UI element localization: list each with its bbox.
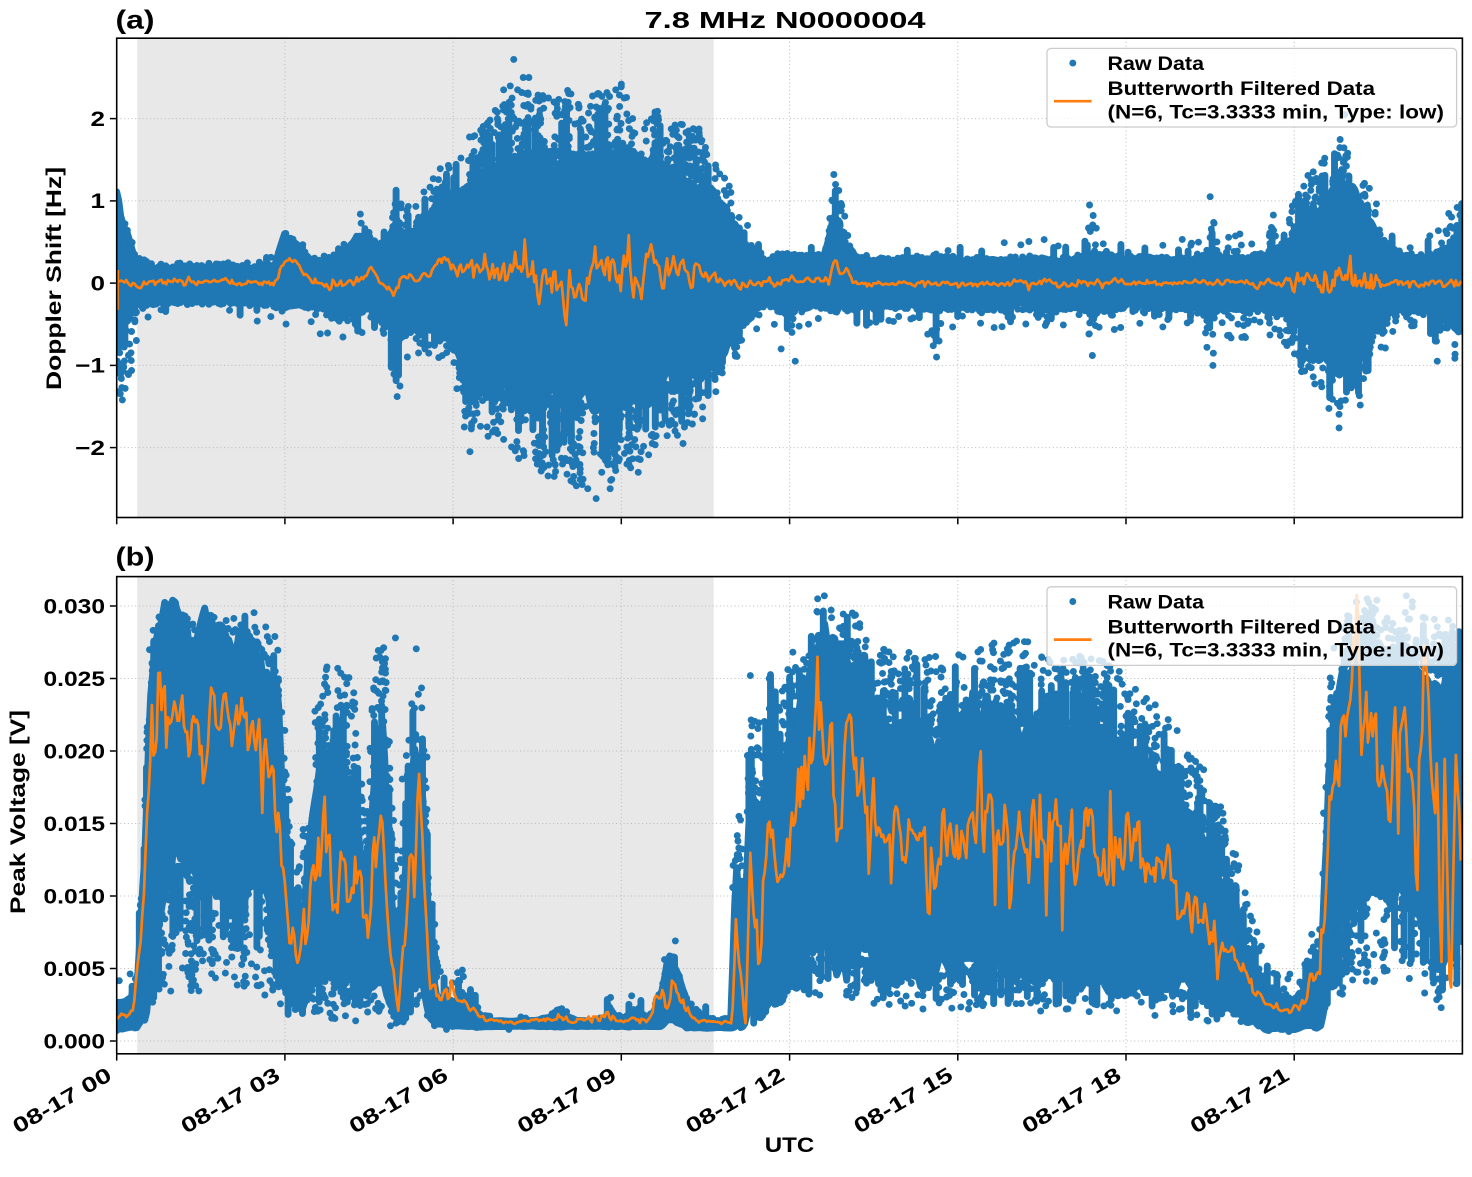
svg-text:Peak Voltage [V]: Peak Voltage [V] [6, 710, 30, 914]
svg-text:0.025: 0.025 [44, 668, 106, 691]
svg-text:0.010: 0.010 [44, 885, 106, 908]
svg-text:Raw Data: Raw Data [1108, 592, 1205, 614]
svg-text:Doppler Shift [Hz]: Doppler Shift [Hz] [42, 167, 66, 390]
svg-text:0.005: 0.005 [44, 958, 106, 981]
svg-text:0.020: 0.020 [44, 740, 106, 763]
svg-text:1: 1 [91, 190, 106, 213]
svg-text:Butterworth Filtered Data: Butterworth Filtered Data [1108, 78, 1376, 100]
svg-text:(N=6, Tc=3.3333 min, Type: low: (N=6, Tc=3.3333 min, Type: low) [1108, 101, 1445, 123]
svg-text:0.000: 0.000 [44, 1030, 106, 1053]
svg-text:Raw Data: Raw Data [1108, 53, 1205, 75]
svg-text:(b): (b) [116, 542, 155, 572]
svg-text:−1: −1 [75, 355, 105, 378]
svg-text:(a): (a) [116, 5, 155, 35]
svg-text:(N=6, Tc=3.3333 min, Type: low: (N=6, Tc=3.3333 min, Type: low) [1108, 640, 1445, 662]
svg-text:2: 2 [91, 108, 106, 131]
svg-text:0: 0 [91, 272, 106, 295]
svg-text:UTC: UTC [765, 1133, 815, 1157]
svg-text:0.015: 0.015 [44, 813, 106, 836]
svg-text:Butterworth Filtered Data: Butterworth Filtered Data [1108, 616, 1376, 638]
svg-text:−2: −2 [75, 437, 105, 460]
svg-text:7.8 MHz N0000004: 7.8 MHz N0000004 [645, 7, 926, 33]
svg-text:0.030: 0.030 [44, 595, 106, 618]
